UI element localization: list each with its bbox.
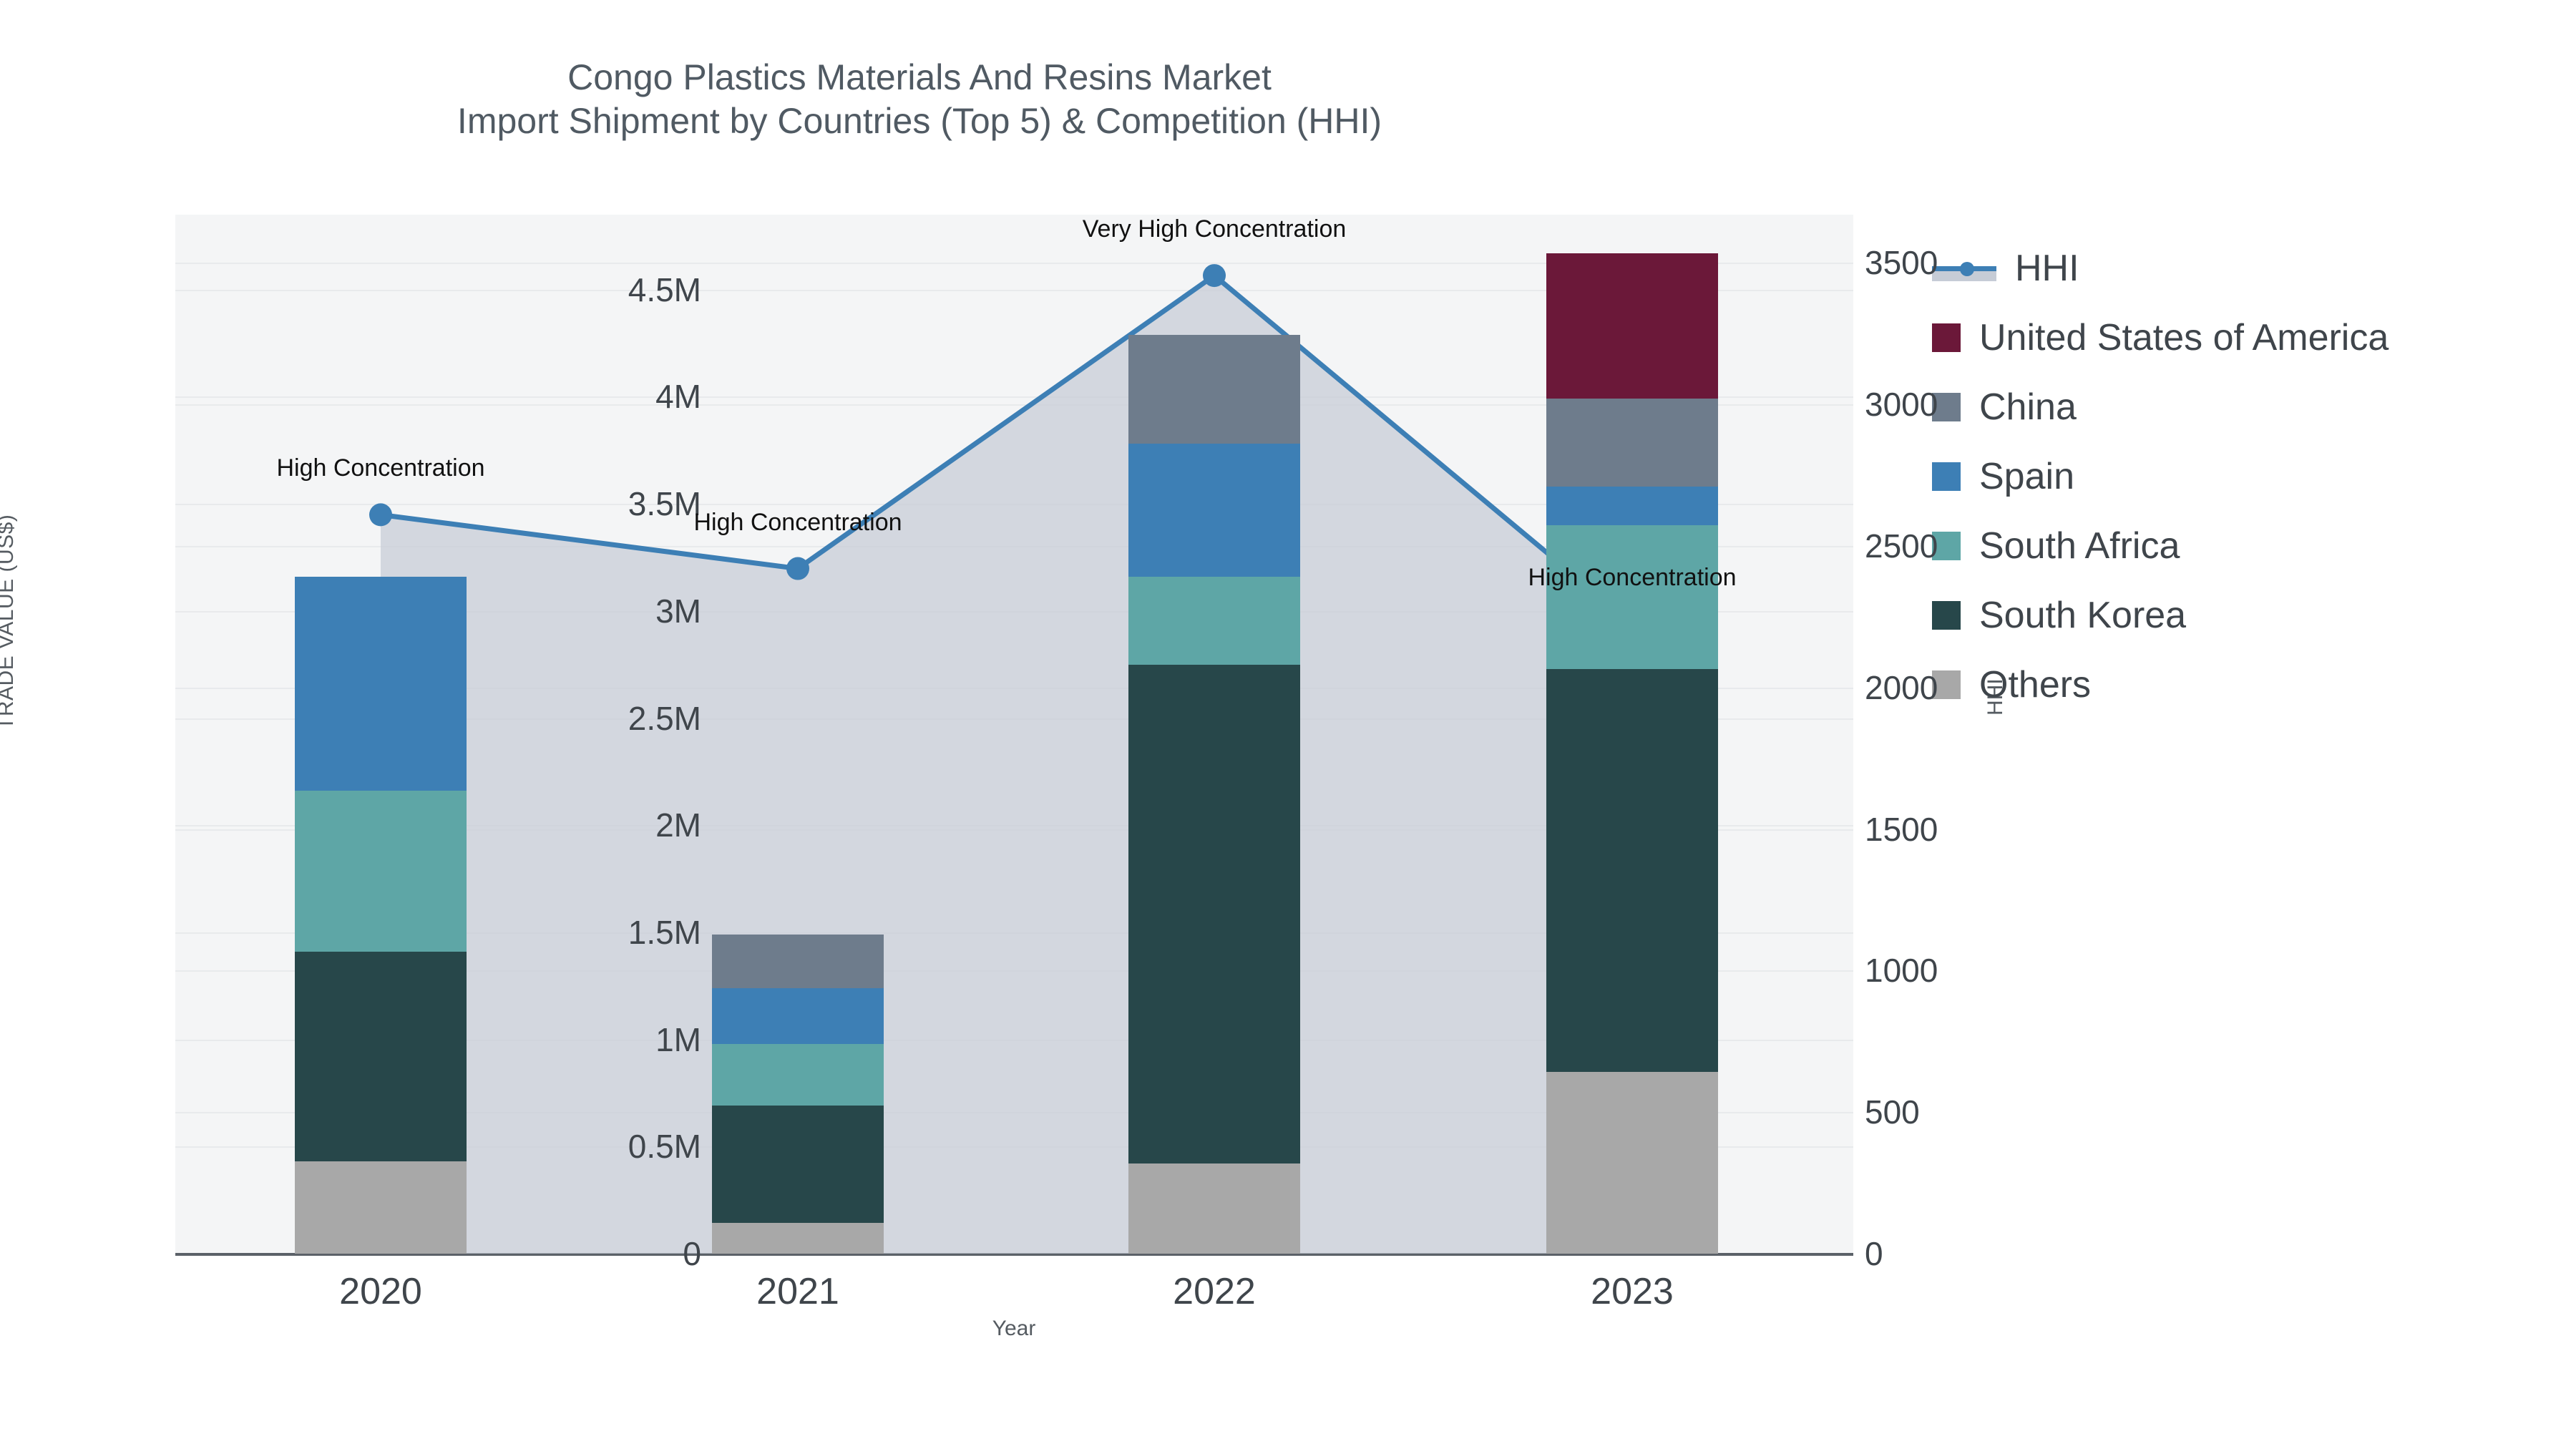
bar-segment[interactable] bbox=[712, 987, 884, 1044]
bar-segment[interactable] bbox=[712, 1043, 884, 1106]
hhi-annotation-2023: High Concentration bbox=[1528, 563, 1737, 591]
y-axis-tick-label: 1M bbox=[655, 1020, 701, 1058]
legend-item-label: Spain bbox=[1979, 455, 2074, 497]
x-axis-tick-label: 2022 bbox=[1173, 1271, 1256, 1312]
y-axis-tick-label: 2M bbox=[655, 806, 701, 844]
bar-segment[interactable] bbox=[295, 951, 467, 1162]
y-axis-tick-label: 1.5M bbox=[628, 913, 701, 951]
y2-axis-tick-label: 2000 bbox=[1865, 668, 1938, 706]
bar-segment[interactable] bbox=[1128, 576, 1300, 665]
legend-swatch-icon bbox=[1932, 600, 1961, 630]
chart-subtitle: Import Shipment by Countries (Top 5) & C… bbox=[457, 101, 1382, 141]
bar-segment[interactable] bbox=[1546, 487, 1718, 526]
y2-axis-tick-label: 1500 bbox=[1865, 810, 1938, 848]
x-axis-tick-label: 2020 bbox=[339, 1271, 422, 1312]
chart-legend: HHI United States of America China Spain Sou… bbox=[1932, 233, 2562, 719]
hhi-line-marker-icon bbox=[1932, 254, 1996, 283]
y-axis-tick-label: 4.5M bbox=[628, 270, 701, 308]
y-axis-tick-label: 3M bbox=[655, 592, 701, 630]
legend-item-label: China bbox=[1979, 386, 2077, 428]
bar-stack-2021[interactable] bbox=[712, 215, 884, 1254]
legend-swatch-icon bbox=[1932, 531, 1961, 560]
y-axis-tick-label: 0.5M bbox=[628, 1128, 701, 1166]
x-axis-tick-label: 2023 bbox=[1591, 1271, 1674, 1312]
chart-title-block: Congo Plastics Materials And Resins Mark… bbox=[0, 56, 1839, 143]
legend-item-label: South Africa bbox=[1979, 525, 2180, 567]
bar-segment[interactable] bbox=[1128, 444, 1300, 577]
bar-segment[interactable] bbox=[295, 791, 467, 952]
x-axis-tick-label: 2021 bbox=[756, 1271, 839, 1312]
bar-stack-2022[interactable] bbox=[1128, 215, 1300, 1254]
hhi-annotation-2020: High Concentration bbox=[276, 454, 485, 482]
y2-axis-tick-label: 3000 bbox=[1865, 386, 1938, 424]
bar-segment[interactable] bbox=[1546, 525, 1718, 669]
bar-segment[interactable] bbox=[1128, 664, 1300, 1164]
bar-segment[interactable] bbox=[1128, 334, 1300, 444]
bar-segment[interactable] bbox=[1128, 1163, 1300, 1254]
legend-swatch-icon bbox=[1932, 670, 1961, 699]
bar-segment[interactable] bbox=[712, 1106, 884, 1223]
legend-item-label: Others bbox=[1979, 663, 2092, 706]
bar-segment[interactable] bbox=[1546, 399, 1718, 487]
y-axis-tick-label: 3.5M bbox=[628, 485, 701, 523]
x-axis-title: Year bbox=[992, 1317, 1036, 1340]
gridline-secondary bbox=[175, 263, 1853, 265]
bar-segment[interactable] bbox=[1546, 1071, 1718, 1254]
legend-swatch-icon bbox=[1932, 323, 1961, 352]
y-axis-tick-label: 4M bbox=[655, 378, 701, 416]
legend-item-south-africa[interactable]: South Africa bbox=[1932, 511, 2562, 580]
hhi-annotation-2022: Very High Concentration bbox=[1082, 215, 1347, 243]
bar-segment[interactable] bbox=[1546, 668, 1718, 1072]
legend-item-label: South Korea bbox=[1979, 594, 2187, 636]
bar-segment[interactable] bbox=[295, 576, 467, 791]
legend-item-hhi[interactable]: HHI bbox=[1932, 233, 2562, 303]
y2-axis-tick-label: 1000 bbox=[1865, 952, 1938, 990]
bar-segment[interactable] bbox=[712, 1222, 884, 1254]
bar-segment[interactable] bbox=[1546, 253, 1718, 399]
bar-stack-2020[interactable] bbox=[295, 215, 467, 1254]
y2-axis-tick-label: 3500 bbox=[1865, 244, 1938, 282]
chart-title: Congo Plastics Materials And Resins Mark… bbox=[567, 57, 1272, 97]
legend-item-label: United States of America bbox=[1979, 316, 2389, 358]
legend-item-spain[interactable]: Spain bbox=[1932, 441, 2562, 511]
legend-swatch-icon bbox=[1932, 462, 1961, 491]
y-axis-tick-label: 0 bbox=[683, 1235, 701, 1272]
y2-axis-tick-label: 0 bbox=[1865, 1235, 1883, 1272]
legend-swatch-icon bbox=[1932, 392, 1961, 421]
legend-item-south-korea[interactable]: South Korea bbox=[1932, 580, 2562, 650]
y2-axis-tick-label: 2500 bbox=[1865, 527, 1938, 565]
bar-segment[interactable] bbox=[712, 934, 884, 988]
bar-stack-2023[interactable] bbox=[1546, 215, 1718, 1254]
legend-item-china[interactable]: China bbox=[1932, 372, 2562, 441]
legend-item-others[interactable]: Others bbox=[1932, 650, 2562, 719]
y-axis-title: TRADE VALUE (US$) bbox=[0, 514, 18, 730]
legend-item-united-states-of-america[interactable]: United States of America bbox=[1932, 303, 2562, 372]
hhi-annotation-2021: High Concentration bbox=[693, 508, 902, 536]
x-axis-line bbox=[175, 1253, 1853, 1256]
bar-segment[interactable] bbox=[295, 1161, 467, 1254]
y2-axis-tick-label: 500 bbox=[1865, 1093, 1920, 1131]
y-axis-tick-label: 2.5M bbox=[628, 699, 701, 737]
legend-item-label: HHI bbox=[2015, 247, 2079, 289]
